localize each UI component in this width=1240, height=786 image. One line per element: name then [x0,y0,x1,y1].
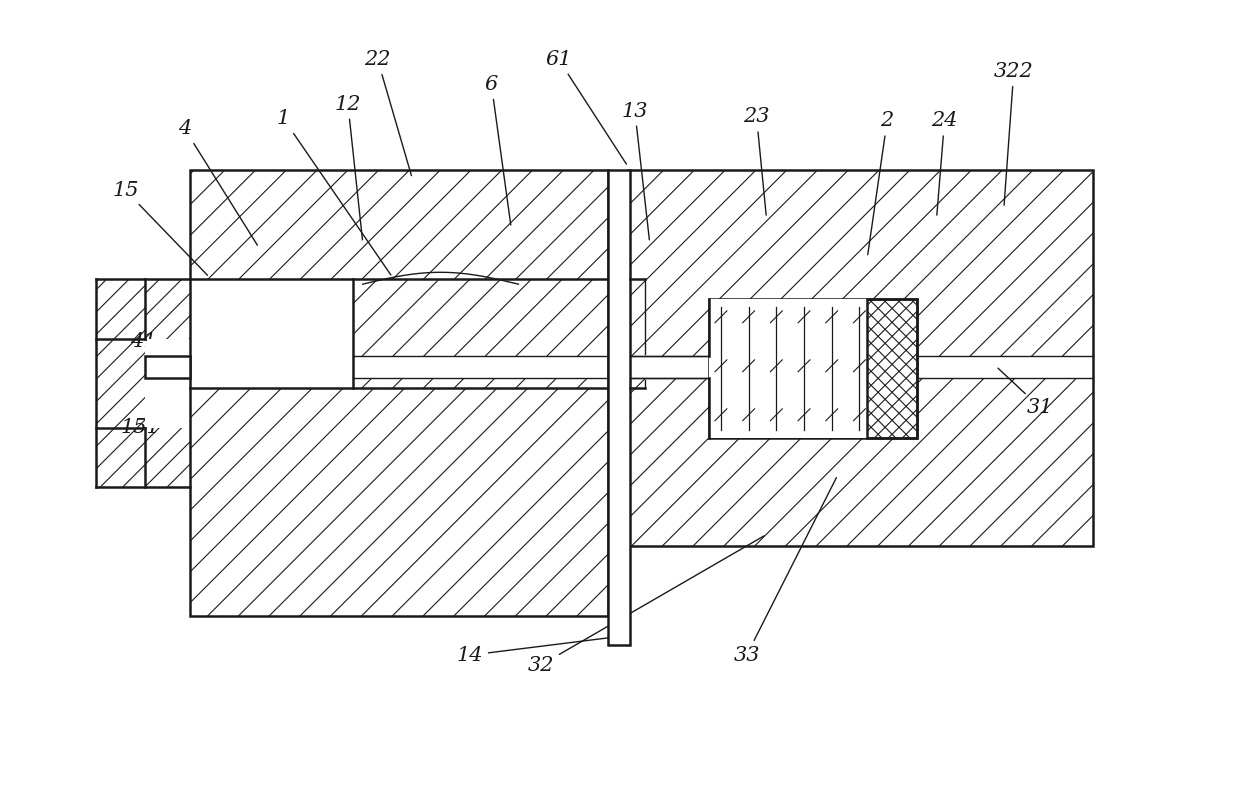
Text: 31: 31 [998,368,1054,417]
Text: 12: 12 [335,94,362,240]
Bar [867,299,916,438]
Bar [145,356,190,378]
Bar [627,356,1092,378]
Bar [145,339,190,428]
Text: 4: 4 [179,119,258,245]
Text: 151: 151 [120,410,167,437]
Bar [190,279,353,388]
Text: 24: 24 [931,112,957,215]
Bar [627,171,1092,546]
Text: 322: 322 [994,62,1034,205]
Bar [190,171,608,615]
Text: 14: 14 [456,636,625,665]
Text: 61: 61 [546,50,626,164]
Text: 6: 6 [485,75,511,225]
Text: 41: 41 [130,332,167,369]
Text: 32: 32 [527,536,764,674]
Bar [709,299,916,438]
Bar [353,356,608,378]
Text: 13: 13 [621,101,650,240]
Text: 33: 33 [733,478,837,665]
Text: 15: 15 [112,181,207,275]
Bar [709,299,867,438]
Text: 22: 22 [365,50,412,175]
Text: 23: 23 [743,108,770,215]
Bar [608,171,630,645]
Text: 1: 1 [277,109,391,275]
Text: 2: 2 [868,112,894,255]
